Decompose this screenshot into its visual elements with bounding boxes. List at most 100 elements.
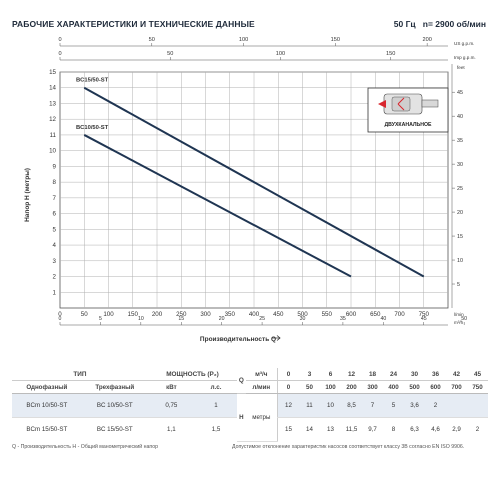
h-value: 8 (391, 426, 396, 433)
x-tick-label: 600 (346, 311, 357, 318)
x-tick-label: 500 (297, 311, 308, 318)
imp-gpm-tick-label: 50 (167, 51, 173, 57)
y-tick-label: 4 (53, 242, 57, 249)
x-tick-label: 50 (81, 311, 88, 318)
chart-grid (59, 71, 449, 309)
h-value: 8,5 (341, 393, 362, 418)
x-tick-label: 300 (200, 311, 211, 318)
feet-tick-label: 25 (457, 186, 463, 192)
q-lmin-2: 100 (320, 380, 341, 394)
model-single: BCm 10/50-ST (12, 393, 82, 418)
q-m3h-8: 42 (446, 368, 467, 381)
x-tick-label: 350 (225, 311, 236, 318)
x-tick-label: 200 (152, 311, 163, 318)
hp-header: л.с. (194, 380, 238, 394)
pump-impeller-icon (378, 93, 439, 115)
pump-inset: ДВУХКАНАЛЬНОЕ (367, 87, 449, 133)
m3h-tick-label: 25 (259, 316, 265, 322)
model-single: BCm 15/50-ST (26, 426, 68, 433)
m3h-tick-label: 45 (421, 316, 427, 322)
h-value: 2 (425, 393, 446, 418)
y-tick-label: 2 (53, 274, 57, 281)
inset-label: ДВУХКАНАЛЬНОЕ (384, 122, 432, 128)
m3h-tick-label: 50 (461, 316, 467, 322)
h-value: 13 (327, 426, 334, 433)
x-tick-label: 450 (273, 311, 284, 318)
q-m3h-4: 18 (362, 368, 383, 381)
q-lmin-8: 700 (446, 380, 467, 394)
h-value (446, 393, 467, 418)
table-row: BCm 15/50-ST BC 15/50-ST 1,1 1,5 15 14 1… (12, 417, 488, 441)
us-gpm-tick-label: 0 (58, 37, 61, 43)
y-tick-label: 7 (53, 195, 57, 202)
series-label: BC15/50-ST (76, 78, 109, 84)
feet-tick-label: 10 (457, 258, 463, 264)
imp-gpm-unit-label: Imp g.p.m. (454, 55, 476, 60)
h-value: 12 (277, 393, 299, 418)
feet-tick-label: 40 (457, 114, 463, 120)
q-m3h-6: 30 (404, 368, 425, 381)
performance-chart: 0 50 100 150 200 250 300 350 400 450 500 550 600 650 7… (24, 37, 476, 343)
frequency: 50 Гц (393, 19, 416, 29)
q-m3h-1: 3 (299, 368, 320, 381)
us-gpm-tick-label: 100 (239, 37, 248, 43)
h-value (467, 393, 488, 418)
h-value: 2 (475, 426, 480, 433)
chart-series: BC15/50-ST BC10/50-ST (76, 78, 425, 278)
feet-unit-label: feet (457, 65, 465, 70)
meters-unit: метры (245, 393, 278, 442)
h-value: 15 (277, 417, 299, 441)
q-lmin-7: 600 (425, 380, 446, 394)
x-tick-label: 650 (370, 311, 381, 318)
q-lmin-4: 300 (362, 380, 383, 394)
model-three: BC 10/50-ST (81, 393, 148, 418)
q-lmin-3: 200 (341, 380, 362, 394)
x-tick-label: 550 (322, 311, 333, 318)
q-m3h-2: 6 (320, 368, 341, 381)
h-value: 7 (362, 393, 383, 418)
us-gpm-tick-label: 50 (149, 37, 155, 43)
m3h-tick-label: 5 (99, 316, 102, 322)
us-gpm-tick-label: 200 (422, 37, 431, 43)
x-axis-arrow (272, 335, 281, 341)
series-line (83, 86, 425, 278)
rotation-speed: n= 2900 об/мин (422, 19, 486, 29)
q-lmin-0: 0 (277, 380, 299, 394)
q-lmin-1: 50 (299, 380, 320, 394)
q-lmin-5: 400 (383, 380, 404, 394)
feet-tick-label: 20 (457, 210, 463, 216)
imp-gpm-tick-label: 150 (386, 51, 395, 57)
imp-gpm-tick-label: 0 (58, 51, 61, 57)
type-header: ТИП (12, 368, 148, 381)
single-phase-header: Однофазный (12, 380, 82, 394)
x-unit-label: l/min (454, 312, 464, 317)
specs-table: ТИП МОЩНОСТЬ (P₂) Q м³/ч 0 3 6 12 18 24 … (12, 368, 488, 442)
lmin-unit: л/мин (245, 380, 278, 394)
m3h-unit-label: m³/h (454, 320, 464, 325)
footnote-tolerance: Допустимое отклонение характеристик насо… (232, 444, 465, 450)
feet-tick-label: 15 (457, 234, 463, 240)
m3h-tick-label: 40 (380, 316, 386, 322)
q-m3h-7: 36 (425, 368, 446, 381)
feet-tick-label: 45 (457, 90, 463, 96)
three-phase-header: Трехфазный (81, 380, 148, 394)
y-tick-label: 15 (49, 69, 56, 76)
m3h-tick-label: 10 (138, 316, 144, 322)
q-m3h-5: 24 (383, 368, 404, 381)
y-tick-label: 10 (49, 148, 56, 155)
h-letter: H (237, 393, 246, 442)
m3h-unit: м³/ч (245, 368, 278, 381)
q-m3h-9: 45 (467, 368, 488, 381)
x-axis-label: Производительность Q (200, 336, 276, 343)
q-lmin-6: 500 (404, 380, 425, 394)
chart-axes: 0 50 100 150 200 250 300 350 400 450 500 550 600 650 7… (49, 37, 476, 326)
power-kw: 1,1 (167, 426, 176, 433)
q-m3h-0: 0 (277, 368, 299, 381)
m3h-tick-label: 35 (340, 316, 346, 322)
us-gpm-tick-label: 150 (331, 37, 340, 43)
model-three: BC 15/50-ST (96, 426, 133, 433)
h-value: 11 (299, 393, 320, 418)
speed-info: 50 Гц n= 2900 об/мин (394, 19, 486, 29)
y-tick-label: 9 (53, 163, 57, 170)
m3h-tick-label: 15 (178, 316, 184, 322)
